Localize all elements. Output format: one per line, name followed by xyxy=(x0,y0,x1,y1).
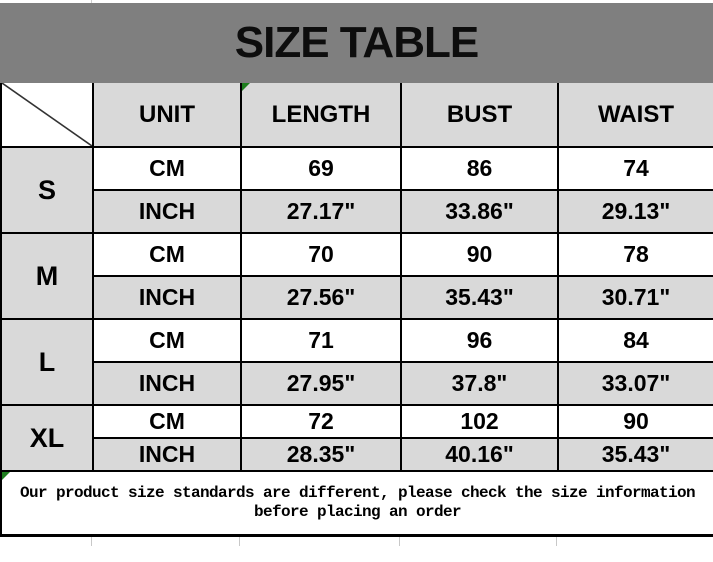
unit-cell: CM xyxy=(92,318,242,363)
gridline-stub xyxy=(91,0,92,3)
value-cell: 33.07" xyxy=(557,361,713,406)
unit-cell: INCH xyxy=(92,437,242,472)
table-row-m-inch: INCH 27.56" 35.43" 30.71" xyxy=(1,275,713,320)
value-cell: 40.16" xyxy=(400,437,559,472)
table-row-xl-inch: INCH 28.35" 40.16" 35.43" xyxy=(1,437,713,472)
value-cell: 74 xyxy=(557,146,713,191)
table-row-m-cm: M CM 70 90 78 xyxy=(0,232,713,320)
table-row-xl-cm: XL CM 72 102 90 xyxy=(0,404,713,472)
table-row-l-cm: L CM 71 96 84 xyxy=(0,318,713,406)
table-row-s-cm: S CM 69 86 74 xyxy=(0,146,713,234)
value-cell: 96 xyxy=(400,318,559,363)
unit-cell: INCH xyxy=(92,361,242,406)
value-cell: 27.17" xyxy=(240,189,402,234)
value-cell: 37.8" xyxy=(400,361,559,406)
value-cell: 78 xyxy=(557,232,713,277)
table-row-l-inch: INCH 27.95" 37.8" 33.07" xyxy=(1,361,713,406)
unit-cell: CM xyxy=(92,232,242,277)
value-cell: 28.35" xyxy=(240,437,402,472)
value-cell: 72 xyxy=(240,404,402,439)
size-label-m: M xyxy=(0,232,94,320)
comment-marker-icon xyxy=(243,83,250,91)
comment-marker-icon xyxy=(3,472,10,480)
value-cell: 27.95" xyxy=(240,361,402,406)
size-label-l: L xyxy=(0,318,94,406)
unit-cell: INCH xyxy=(92,189,242,234)
size-label-s: S xyxy=(0,146,94,234)
value-cell: 90 xyxy=(400,232,559,277)
size-table: UNIT LENGTH BUST WAIST S CM 69 86 74 INC… xyxy=(0,83,713,537)
gridline-stub xyxy=(556,537,557,546)
table-row-s-inch: INCH 27.17" 33.86" 29.13" xyxy=(1,189,713,234)
column-header-unit: UNIT xyxy=(92,83,242,148)
footer-note-line2: before placing an order xyxy=(253,503,462,521)
diagonal-slash-icon xyxy=(3,83,91,145)
value-cell: 86 xyxy=(400,146,559,191)
unit-cell: INCH xyxy=(92,275,242,320)
gridline-stub xyxy=(91,537,92,546)
footer-row: Our product size standards are different… xyxy=(0,470,713,537)
value-cell: 90 xyxy=(557,404,713,439)
top-margin-strip xyxy=(0,0,713,3)
title-band: SIZE TABLE xyxy=(0,3,713,83)
value-cell: 70 xyxy=(240,232,402,277)
column-header-waist: WAIST xyxy=(557,83,713,148)
value-cell: 27.56" xyxy=(240,275,402,320)
footer-note: Our product size standards are different… xyxy=(0,470,713,537)
header-row: UNIT LENGTH BUST WAIST xyxy=(0,83,713,148)
value-cell: 102 xyxy=(400,404,559,439)
gridline-stub xyxy=(239,537,240,546)
column-header-bust: BUST xyxy=(400,83,559,148)
size-label-xl: XL xyxy=(0,404,94,472)
value-cell: 29.13" xyxy=(557,189,713,234)
value-cell: 71 xyxy=(240,318,402,363)
bottom-margin-strip xyxy=(0,537,713,546)
value-cell: 30.71" xyxy=(557,275,713,320)
gridline-stub xyxy=(399,537,400,546)
value-cell: 84 xyxy=(557,318,713,363)
value-cell: 69 xyxy=(240,146,402,191)
unit-cell: CM xyxy=(92,404,242,439)
footer-note-line1: Our product size standards are different… xyxy=(19,484,696,502)
column-header-length: LENGTH xyxy=(240,83,402,148)
page-title: SIZE TABLE xyxy=(234,18,479,67)
value-cell: 35.43" xyxy=(400,275,559,320)
unit-cell: CM xyxy=(92,146,242,191)
value-cell: 35.43" xyxy=(557,437,713,472)
column-header-length-label: LENGTH xyxy=(271,100,371,128)
corner-cell xyxy=(0,83,94,148)
value-cell: 33.86" xyxy=(400,189,559,234)
